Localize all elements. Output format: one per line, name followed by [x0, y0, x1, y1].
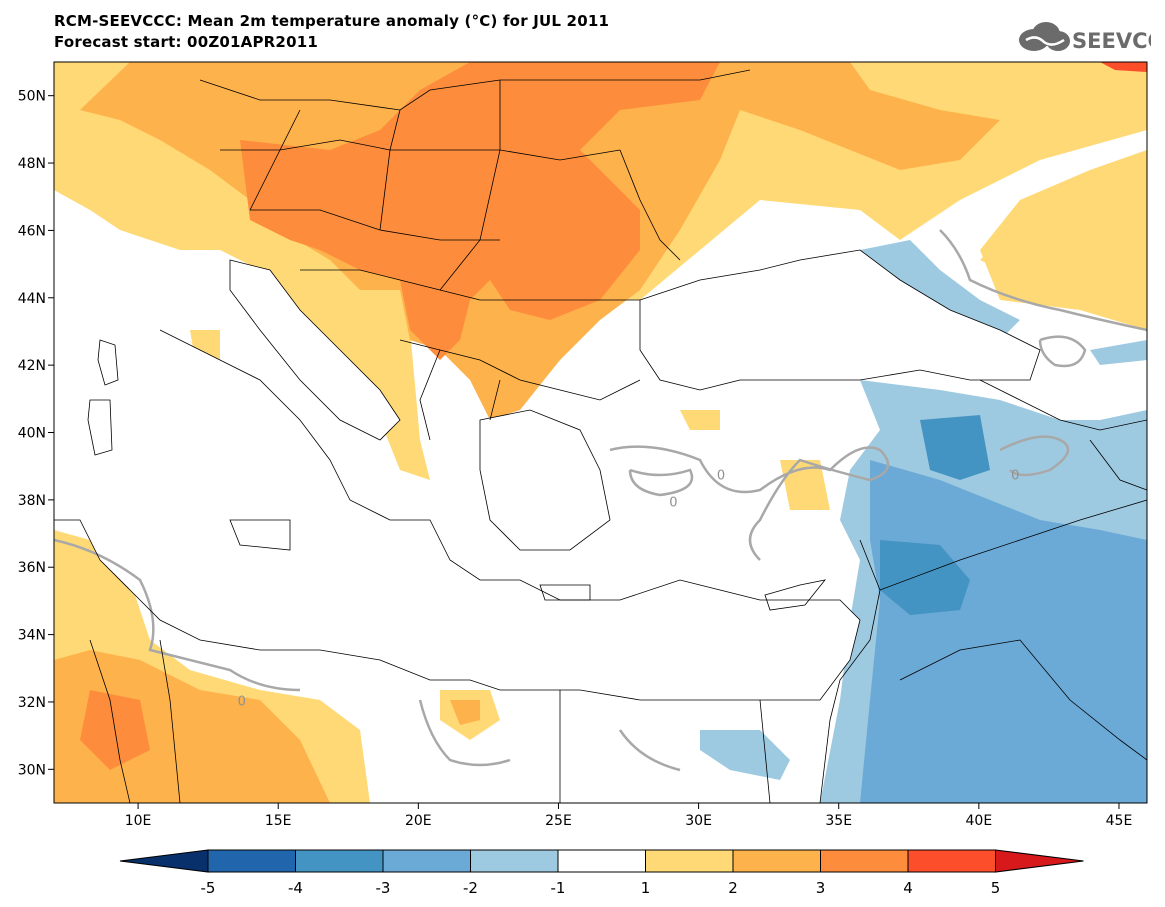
black-sea [640, 250, 1040, 390]
colorbar-segment [207, 849, 296, 873]
colorbar-label: -4 [288, 879, 303, 897]
lat-tick-label: 32N [18, 695, 46, 711]
anomaly-region [240, 62, 720, 360]
map-subtitle: Forecast start: 00Z01APR2011 [54, 33, 318, 51]
colorbar-low-arrow [119, 849, 209, 873]
colorbar-label: -1 [551, 879, 566, 897]
colorbar-label: 3 [816, 879, 826, 897]
anomaly-region [860, 240, 1020, 340]
lon-tick-label: 30E [685, 813, 712, 829]
lon-tick-label: 25E [545, 813, 572, 829]
colorbar-segment [470, 849, 559, 873]
contour-label: 0 [717, 469, 725, 484]
contour-label: 0 [238, 694, 246, 709]
anomaly-region [700, 730, 790, 780]
colorbar-high-arrow [995, 849, 1084, 873]
lon-tick-label: 35E [825, 813, 852, 829]
lat-tick-label: 50N [18, 89, 46, 105]
colorbar: -5 -4 -3 -2 -1 1 2 3 4 5 [119, 849, 1084, 897]
country-borders [89, 69, 1147, 803]
anomaly-region [680, 410, 720, 430]
cloud-icon [1019, 22, 1070, 51]
lat-tick-label: 48N [18, 156, 46, 172]
lat-tick-label: 38N [18, 493, 46, 509]
anomaly-region [1100, 62, 1147, 72]
anomaly-region [450, 700, 480, 725]
logo-text: SEEVCCC [1072, 29, 1151, 53]
mediterranean-sea [54, 330, 860, 700]
colorbar-label: 5 [991, 879, 1001, 897]
colorbar-label: -2 [463, 879, 478, 897]
colorbar-label: 2 [728, 879, 738, 897]
lon-tick-label: 40E [966, 813, 993, 829]
map-title: RCM-SEEVCCC: Mean 2m temperature anomaly… [54, 12, 610, 30]
contour-labels: 0 0 0 0 [238, 469, 1020, 710]
coastlines [54, 249, 1041, 701]
lon-tick-label: 10E [125, 813, 152, 829]
lat-axis: 30N 32N 34N 36N 38N 40N 42N 44N 46N 48N 50N [18, 89, 54, 778]
lat-tick-label: 34N [18, 628, 46, 644]
lat-tick-label: 42N [18, 358, 46, 374]
colorbar-label: 4 [903, 879, 913, 897]
lat-tick-label: 30N [18, 762, 46, 778]
aegean-sea [480, 410, 610, 550]
adriatic-sea [230, 260, 400, 440]
colorbar-segment [732, 849, 821, 873]
lat-tick-label: 36N [18, 560, 46, 576]
anomaly-region [980, 180, 1147, 300]
colorbar-segment [820, 849, 909, 873]
zero-contours [54, 229, 1147, 772]
contour-label: 0 [1011, 469, 1019, 484]
lon-tick-label: 45E [1106, 813, 1133, 829]
lat-tick-label: 46N [18, 223, 46, 239]
lon-tick-label: 15E [265, 813, 292, 829]
colorbar-segment [907, 849, 996, 873]
colorbar-label: 1 [641, 879, 651, 897]
colorbar-segment [295, 849, 384, 873]
lat-tick-label: 40N [18, 426, 46, 442]
anomaly-region [1090, 340, 1147, 365]
lon-tick-label: 20E [405, 813, 432, 829]
anomaly-region [880, 540, 970, 615]
colorbar-label: -3 [376, 879, 391, 897]
anomaly-region [54, 650, 330, 803]
colorbar-label: -5 [201, 879, 216, 897]
seevccc-logo: SEEVCCC [1016, 20, 1165, 60]
anomaly-region [920, 415, 990, 480]
lat-tick-label: 44N [18, 291, 46, 307]
contour-label: 0 [669, 496, 677, 511]
colorbar-segment [382, 849, 471, 873]
colorbar-segment [557, 849, 646, 873]
colorbar-segment [645, 849, 734, 873]
anomaly-field [54, 62, 1147, 803]
lon-axis: 10E 15E 20E 25E 30E 35E 40E 45E [125, 803, 1133, 829]
